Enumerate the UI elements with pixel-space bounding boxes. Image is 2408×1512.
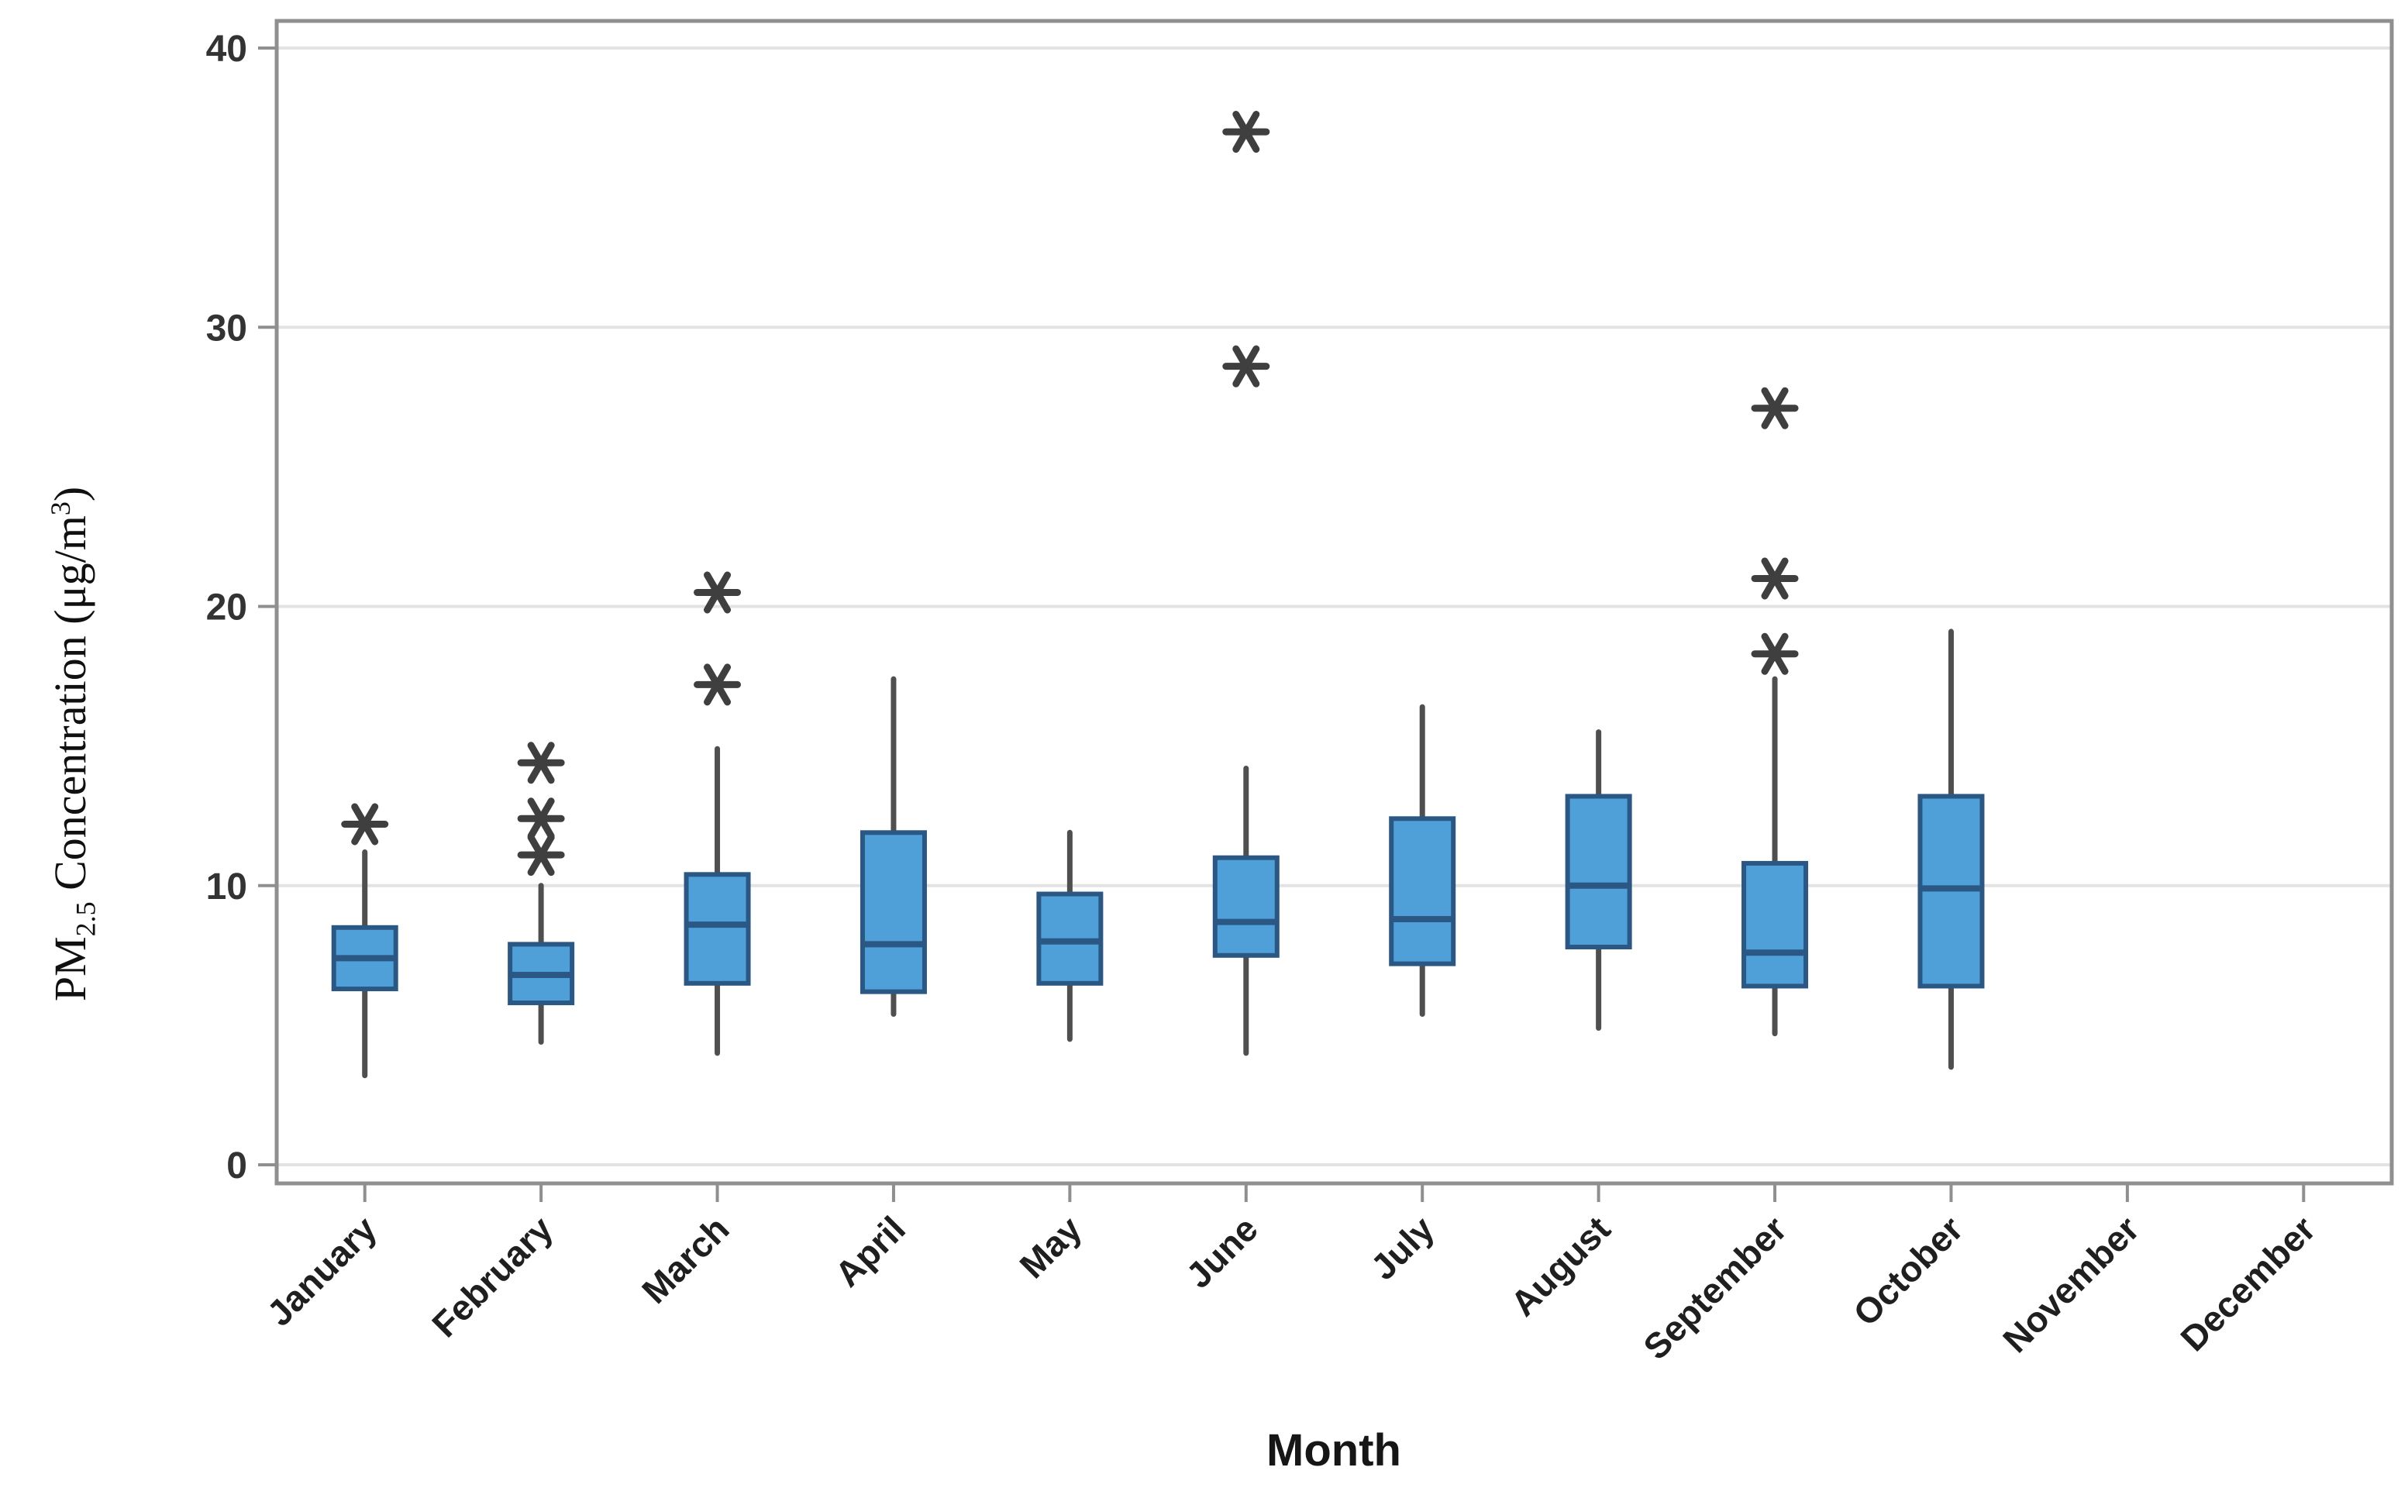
x-tick-label-october: October bbox=[1845, 1208, 1971, 1334]
y-axis-title-suffix: ) bbox=[44, 486, 95, 502]
x-tick-label-january: January bbox=[259, 1208, 384, 1334]
outlier-marker-march-1 bbox=[704, 571, 732, 614]
outlier-marker-february-2 bbox=[527, 742, 555, 784]
x-tick-label-february: February bbox=[424, 1208, 560, 1345]
x-tick-label-march: March bbox=[634, 1208, 737, 1311]
x-tick-label-august: August bbox=[1503, 1208, 1618, 1324]
x-axis-title: Month bbox=[1266, 1425, 1401, 1476]
x-tick-label-may: May bbox=[1011, 1208, 1089, 1286]
x-tick-label-june: June bbox=[1178, 1208, 1266, 1296]
outlier-marker-february-0 bbox=[527, 834, 555, 877]
outlier-marker-january-0 bbox=[351, 803, 379, 846]
x-tick-label-september: September bbox=[1635, 1208, 1794, 1367]
x-tick-label-april: April bbox=[827, 1208, 913, 1294]
y-axis-title-prefix: PM bbox=[44, 936, 95, 1002]
x-tick-label-july: July bbox=[1362, 1208, 1442, 1287]
box-september bbox=[1741, 860, 1809, 989]
y-tick-label-10: 10 bbox=[206, 866, 247, 908]
outlier-marker-september-0 bbox=[1761, 632, 1789, 675]
x-tick-label-december: December bbox=[2172, 1208, 2323, 1359]
x-tick-label-november: November bbox=[1995, 1208, 2147, 1360]
y-tick-label-40: 40 bbox=[206, 29, 247, 70]
y-tick-label-0: 0 bbox=[226, 1145, 247, 1187]
outlier-marker-march-0 bbox=[704, 663, 732, 706]
plot-frame bbox=[274, 19, 2394, 1186]
box-june bbox=[1212, 855, 1280, 958]
y-axis-title: PM2.5 Concentration (μg/m3) bbox=[33, 279, 102, 1209]
box-july bbox=[1389, 816, 1456, 966]
y-axis-title-subscript: 2.5 bbox=[70, 901, 102, 937]
y-axis-title-mid: Concentration (μg/m bbox=[44, 515, 95, 902]
box-august bbox=[1565, 794, 1632, 950]
box-april bbox=[860, 830, 927, 994]
outlier-marker-june-1 bbox=[1232, 111, 1260, 153]
outlier-marker-september-2 bbox=[1761, 387, 1789, 429]
outlier-marker-february-1 bbox=[527, 797, 555, 840]
outlier-marker-june-0 bbox=[1232, 345, 1260, 387]
y-axis-title-superscript: 3 bbox=[45, 501, 76, 516]
box-march bbox=[684, 872, 751, 986]
y-tick-label-30: 30 bbox=[206, 308, 247, 349]
outlier-marker-september-1 bbox=[1761, 557, 1789, 600]
y-tick-label-20: 20 bbox=[206, 587, 247, 629]
